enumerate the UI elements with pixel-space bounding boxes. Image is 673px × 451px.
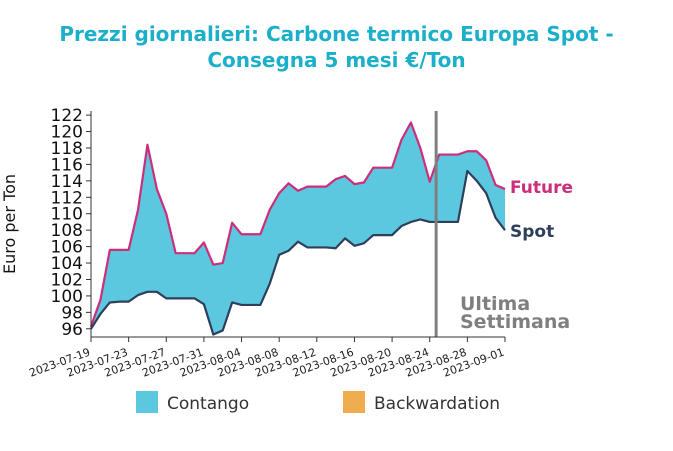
legend-label-backwardation[interactable]: Backwardation [374, 394, 500, 414]
contango-area [91, 122, 505, 335]
chart-title-line-2: Consegna 5 mesi €/Ton [207, 48, 466, 72]
chart-title-line-1: Prezzi giornalieri: Carbone termico Euro… [59, 22, 614, 46]
y-tick-label: 120 [51, 123, 83, 143]
spot-series-label: Spot [510, 222, 554, 242]
future-series-label: Future [510, 178, 573, 198]
y-tick-label: 106 [51, 238, 83, 258]
y-tick-label: 122 [51, 106, 83, 126]
y-tick-label: 102 [51, 270, 83, 290]
y-tick-label: 108 [51, 221, 83, 241]
annotation-line-1: Ultima [460, 293, 530, 315]
legend-swatch-backwardation[interactable] [343, 391, 365, 413]
y-tick-label: 118 [51, 139, 83, 159]
y-tick-label: 114 [51, 172, 83, 192]
y-axis-label: Euro per Ton [0, 174, 19, 274]
y-tick-label: 110 [51, 205, 83, 225]
y-tick-label: 100 [51, 287, 83, 307]
legend-swatch-contango[interactable] [136, 391, 158, 413]
y-tick-label: 112 [51, 188, 83, 208]
annotation-line-2: Settimana [460, 311, 570, 333]
legend-label-contango[interactable]: Contango [167, 394, 249, 414]
y-tick-label: 96 [61, 320, 83, 340]
y-tick-label: 98 [61, 303, 83, 323]
y-tick-label: 116 [51, 155, 83, 175]
y-tick-label: 104 [51, 254, 83, 274]
